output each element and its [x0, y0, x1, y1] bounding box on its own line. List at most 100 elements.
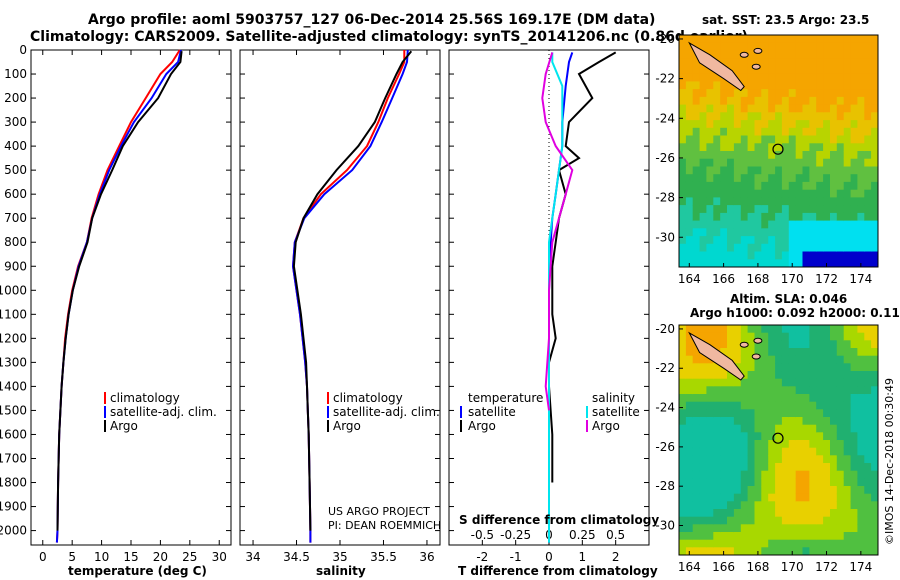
map-cell — [788, 228, 797, 237]
map-cell — [788, 205, 797, 214]
map-cell — [679, 348, 687, 357]
map-cell — [685, 348, 694, 357]
map-cell — [823, 112, 831, 121]
map-cell — [857, 348, 865, 357]
difference-xlabel: T difference from climatology — [458, 564, 658, 578]
map-cell — [864, 151, 872, 160]
map-cell — [768, 189, 776, 198]
map-cell — [788, 455, 797, 464]
map-cell — [781, 470, 790, 479]
map-cell — [768, 424, 776, 433]
map-cell — [864, 58, 872, 67]
map-cell — [802, 470, 810, 479]
map-cell — [713, 42, 721, 51]
map-cell — [706, 104, 714, 113]
map-cell — [850, 65, 858, 75]
map-cell — [699, 486, 707, 495]
map-cell — [685, 212, 694, 222]
map-cell — [864, 236, 872, 245]
map-cell — [727, 447, 735, 456]
map-cell — [795, 212, 804, 222]
map-cell — [836, 42, 845, 51]
map-cell — [754, 516, 762, 525]
map-cell — [843, 493, 852, 502]
map-cell — [802, 174, 810, 183]
map-cell — [836, 417, 845, 426]
map-cell — [864, 470, 872, 479]
map-cell — [830, 251, 838, 260]
map-cell — [781, 65, 790, 75]
map-cell — [781, 112, 790, 121]
map-cell — [747, 424, 755, 433]
map-cell — [788, 417, 797, 426]
map-frame — [678, 34, 879, 268]
map-cell — [754, 143, 762, 152]
map-cell — [809, 181, 817, 191]
map-cell — [747, 151, 755, 160]
map-cell — [788, 236, 797, 245]
legend-t-satellite: satellite — [468, 405, 516, 419]
island-shape — [753, 47, 763, 54]
map-cell — [802, 363, 810, 372]
map-cell — [720, 509, 728, 518]
map-cell — [713, 463, 721, 472]
map-cell — [836, 35, 845, 44]
map-cell — [740, 96, 749, 106]
legend-argo: Argo — [110, 419, 138, 433]
map-cell — [685, 386, 694, 395]
map-cell — [727, 236, 735, 245]
map-cell — [754, 181, 762, 191]
map-cell — [692, 440, 701, 449]
map-cell — [740, 417, 749, 426]
map-cell — [830, 96, 838, 106]
map-cell — [795, 516, 804, 525]
map-cell — [830, 151, 838, 160]
map-cell — [754, 42, 762, 51]
map-cell — [857, 478, 865, 487]
map-cell — [699, 493, 707, 502]
map-cell — [809, 325, 817, 334]
map-cell — [754, 135, 762, 144]
map-cell — [795, 166, 804, 175]
map-cell — [713, 447, 721, 456]
map-cell — [699, 35, 707, 44]
map-cell — [788, 348, 797, 357]
map-cell — [699, 371, 707, 380]
map-cell — [816, 89, 824, 98]
map-cell — [775, 127, 783, 136]
map-cell — [836, 386, 845, 395]
map-cell — [816, 401, 824, 410]
map-cell — [706, 524, 714, 533]
map-cell — [720, 386, 728, 395]
map-cell — [871, 447, 879, 456]
map-cell — [871, 371, 879, 380]
map-cell — [781, 58, 790, 67]
map-cell — [809, 509, 817, 518]
map-cell — [754, 386, 762, 395]
map-cell — [809, 236, 817, 245]
map-cell — [692, 447, 701, 456]
map-cell — [843, 120, 852, 129]
map-cell — [775, 401, 783, 410]
map-cell — [761, 189, 769, 198]
map-cell — [864, 96, 872, 106]
legend-satellite-adj-swatch — [104, 406, 106, 418]
map-cell — [679, 143, 687, 152]
map-cell — [857, 151, 865, 160]
map-cell — [679, 394, 687, 403]
map-cell — [740, 135, 749, 144]
map-cell — [843, 501, 852, 510]
map-cell — [713, 243, 721, 252]
map-cell — [871, 135, 879, 144]
map-cell — [733, 486, 742, 495]
map-cell — [775, 251, 783, 260]
map-cell — [816, 220, 824, 229]
map-cell — [864, 174, 872, 183]
map-cell — [747, 371, 755, 380]
map-cell — [857, 243, 865, 252]
map-cell — [843, 166, 852, 175]
map-cell — [775, 539, 783, 548]
map-cell — [754, 35, 762, 44]
map-cell — [781, 220, 790, 229]
map-cell — [727, 127, 735, 136]
